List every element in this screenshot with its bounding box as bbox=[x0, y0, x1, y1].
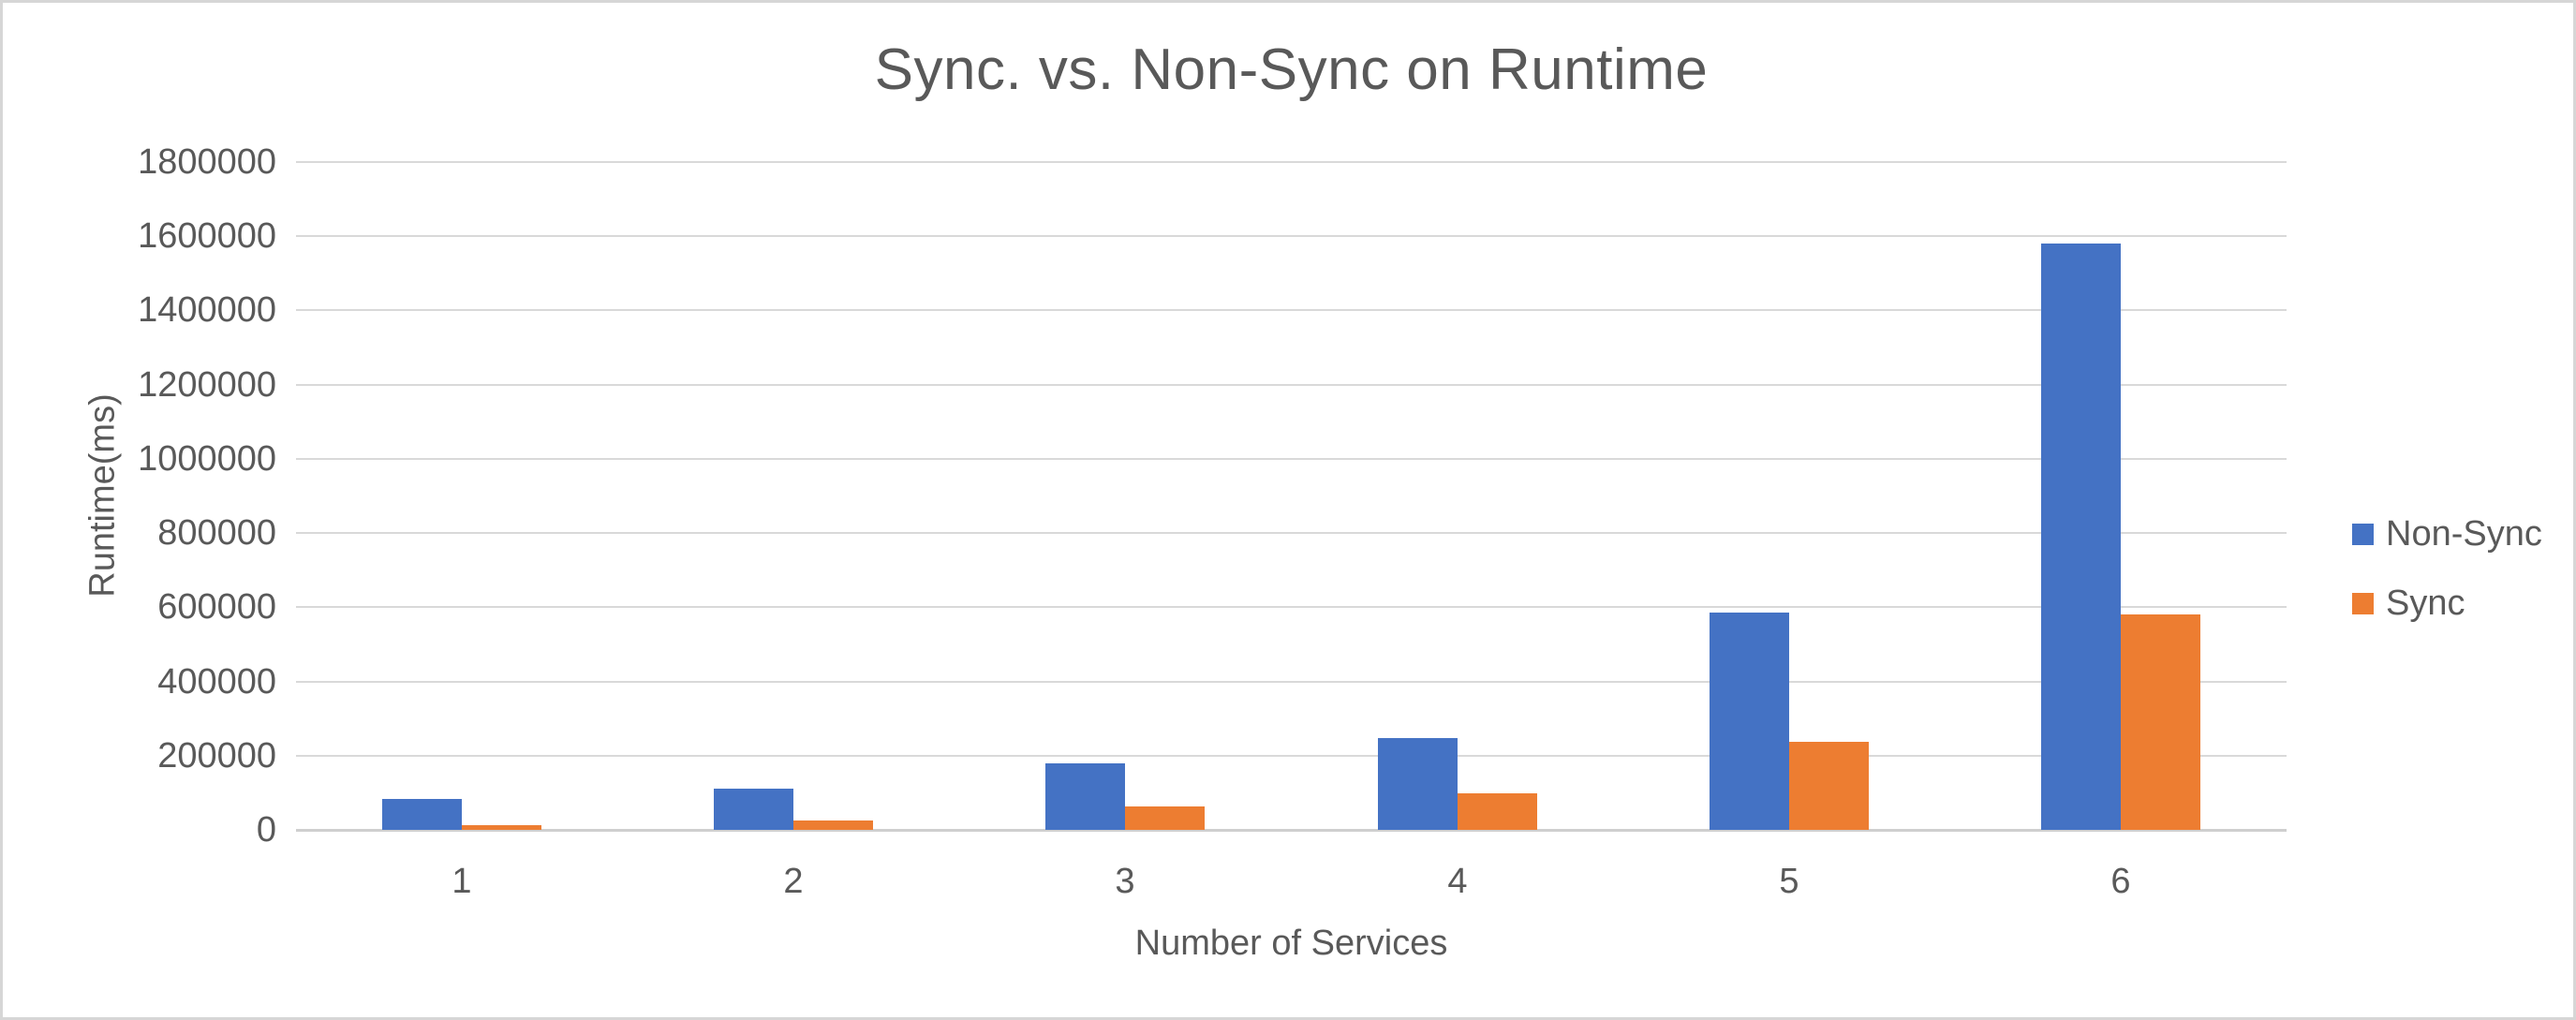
x-tick-label-5: 5 bbox=[1779, 862, 1799, 901]
x-tick-label-6: 6 bbox=[2110, 862, 2131, 901]
gridline bbox=[296, 309, 2287, 312]
y-tick-label: 800000 bbox=[157, 513, 276, 554]
gridline bbox=[296, 680, 2287, 683]
y-tick-label: 1800000 bbox=[138, 142, 276, 182]
plot-area bbox=[296, 161, 2287, 832]
y-tick-label: 0 bbox=[256, 810, 276, 850]
bar-sync-1 bbox=[462, 825, 541, 830]
gridline bbox=[296, 532, 2287, 535]
legend-swatch-sync bbox=[2352, 592, 2374, 614]
bar-non-sync-6 bbox=[2041, 244, 2121, 830]
bar-sync-6 bbox=[2121, 614, 2200, 830]
bar-non-sync-5 bbox=[1710, 613, 1789, 830]
y-axis-title: Runtime(ms) bbox=[82, 393, 123, 598]
y-tick-label: 1000000 bbox=[138, 438, 276, 479]
bar-non-sync-1 bbox=[382, 799, 462, 830]
chart-title: Sync. vs. Non-Sync on Runtime bbox=[874, 37, 1709, 102]
legend-label: Non-Sync bbox=[2386, 513, 2542, 554]
y-tick-label: 400000 bbox=[157, 661, 276, 702]
legend-swatch-non-sync bbox=[2352, 523, 2374, 545]
bar-non-sync-3 bbox=[1045, 763, 1125, 830]
bar-sync-3 bbox=[1125, 806, 1205, 830]
x-axis-line bbox=[296, 829, 2287, 832]
y-tick-label: 1400000 bbox=[138, 290, 276, 331]
y-tick-label: 1200000 bbox=[138, 364, 276, 405]
gridline bbox=[296, 606, 2287, 609]
y-tick-label: 600000 bbox=[157, 587, 276, 628]
legend-item-sync: Sync bbox=[2352, 583, 2542, 624]
bar-non-sync-4 bbox=[1378, 738, 1458, 830]
x-tick-label-1: 1 bbox=[452, 862, 472, 901]
x-tick-label-4: 4 bbox=[1447, 862, 1468, 901]
x-tick-label-2: 2 bbox=[783, 862, 804, 901]
gridline bbox=[296, 383, 2287, 386]
gridline bbox=[296, 235, 2287, 238]
legend: Non-Sync Sync bbox=[2352, 513, 2542, 624]
bar-sync-2 bbox=[793, 820, 873, 830]
bar-non-sync-2 bbox=[714, 789, 793, 830]
bar-sync-4 bbox=[1458, 793, 1537, 830]
gridline bbox=[296, 457, 2287, 460]
bar-sync-5 bbox=[1789, 742, 1869, 830]
gridline bbox=[296, 161, 2287, 163]
y-tick-label: 1600000 bbox=[138, 216, 276, 257]
x-axis-title: Number of Services bbox=[1134, 924, 1448, 963]
legend-item-non-sync: Non-Sync bbox=[2352, 513, 2542, 554]
gridline bbox=[296, 754, 2287, 757]
legend-label: Sync bbox=[2386, 583, 2465, 623]
y-tick-label: 200000 bbox=[157, 735, 276, 776]
x-tick-label-3: 3 bbox=[1115, 862, 1135, 901]
